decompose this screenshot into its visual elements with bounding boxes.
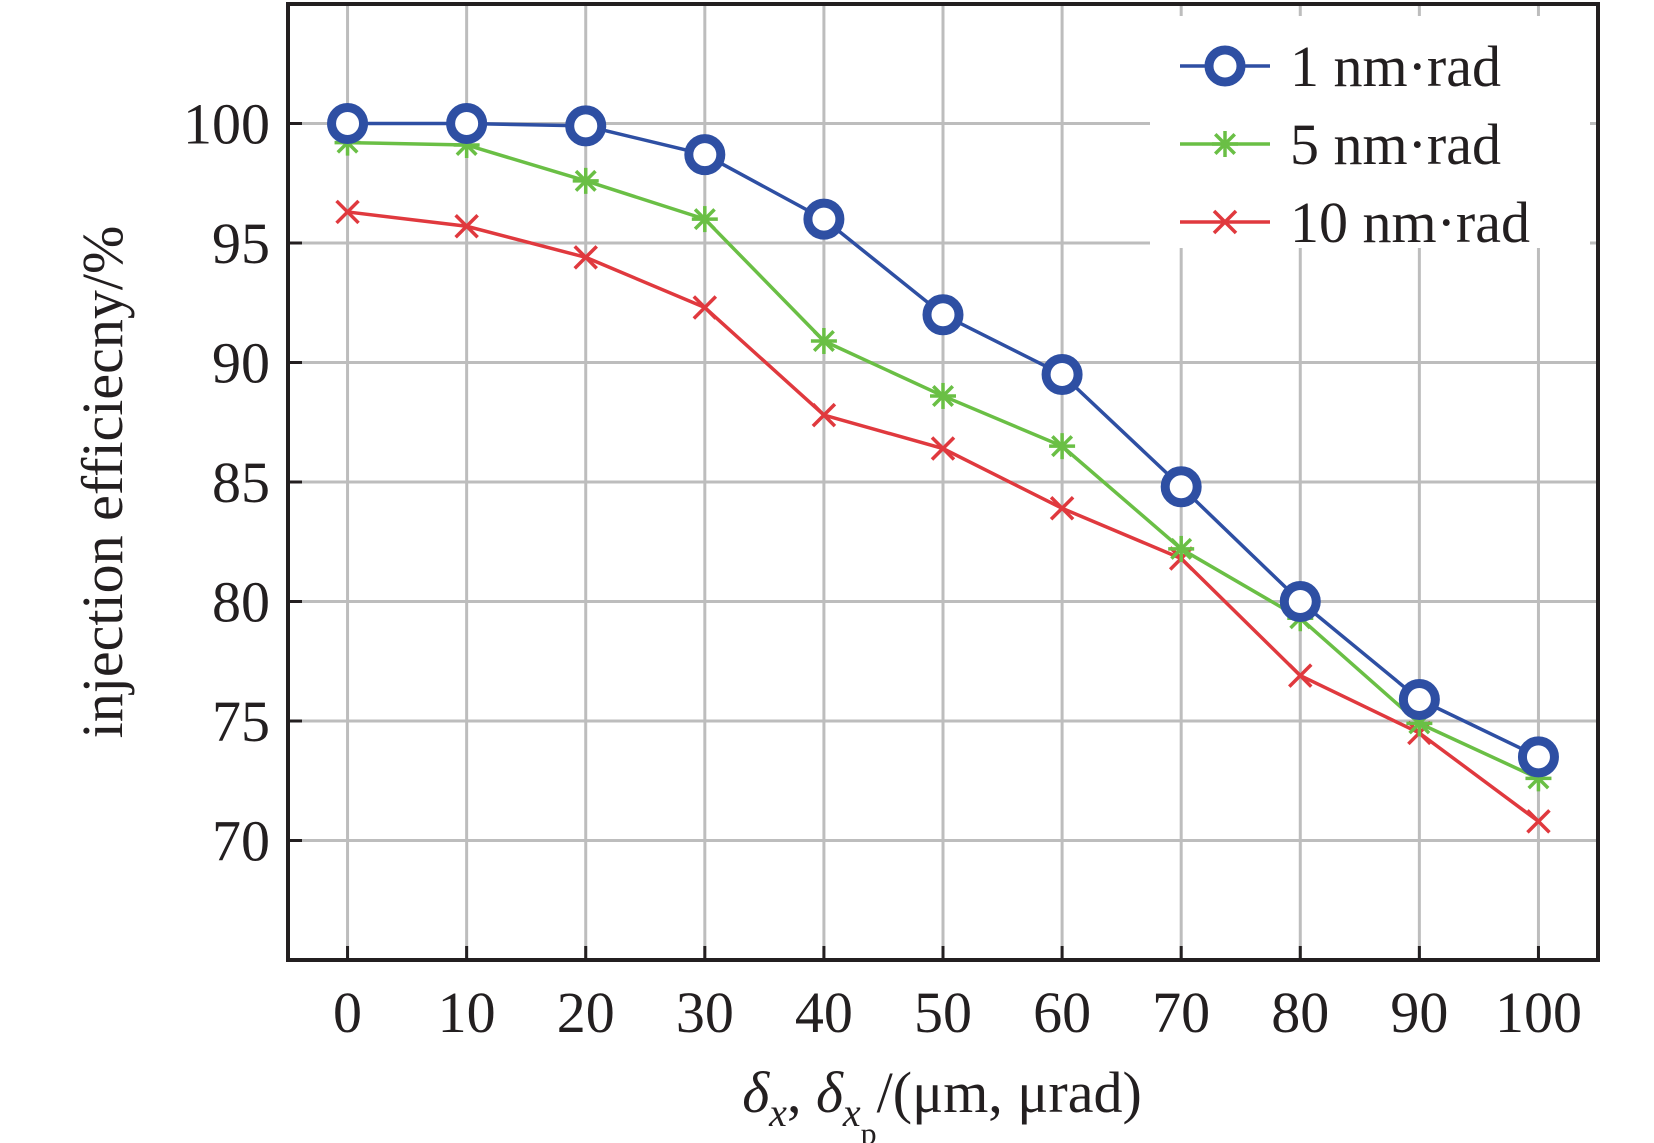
y-tick-label: 70 (212, 809, 270, 874)
x-axis-title-units: /(μm, μrad) (877, 1060, 1142, 1125)
x-tick-label: 50 (914, 980, 972, 1045)
data-point (692, 295, 718, 320)
data-point (930, 436, 956, 461)
x-axis-title-delta-1: δ (742, 1060, 770, 1125)
data-point (335, 199, 360, 225)
y-tick-label: 75 (212, 689, 270, 754)
data-point (565, 105, 607, 147)
x-axis-title-comma: , (787, 1060, 816, 1125)
data-point (1279, 581, 1321, 622)
legend-item: 10 nm·rad (1180, 190, 1530, 255)
data-point (922, 294, 964, 336)
legend-label: 1 nm·rad (1290, 34, 1501, 99)
legend: 1 nm·rad 5 nm·rad 10 nm·rad (1150, 16, 1590, 255)
x-tick-label: 10 (438, 980, 496, 1045)
data-point (691, 206, 718, 233)
data-point (446, 103, 488, 144)
y-tick-label: 80 (212, 570, 270, 635)
x-axis-title-sub-x: x (768, 1090, 787, 1135)
data-point (1041, 353, 1083, 395)
data-point (1049, 496, 1075, 521)
series-1 (327, 103, 1559, 778)
x-tick-label: 30 (676, 980, 734, 1045)
legend-label: 10 nm·rad (1290, 190, 1530, 255)
y-axis-title: injection efficiecny/% (70, 226, 135, 739)
data-point (1168, 535, 1195, 562)
data-point (811, 402, 837, 428)
x-tick-label: 100 (1495, 980, 1582, 1045)
y-tick-label: 95 (212, 211, 270, 276)
y-tick-label: 85 (212, 450, 270, 515)
x-tick-label: 80 (1271, 980, 1329, 1045)
data-point (803, 198, 845, 240)
y-tick-label: 100 (183, 92, 270, 157)
x-tick-label: 60 (1033, 980, 1091, 1045)
x-axis-title-delta-2: δ (816, 1060, 844, 1125)
x-tick-label: 40 (795, 980, 853, 1045)
data-point (572, 167, 599, 194)
x-axis-title-sub-p: p (861, 1115, 877, 1143)
legend-swatch-marker (1212, 209, 1238, 235)
data-point (327, 103, 369, 144)
legend-item: 5 nm·rad (1180, 112, 1501, 177)
data-point (1160, 466, 1202, 508)
data-point (684, 134, 726, 176)
data-point (1398, 678, 1440, 720)
x-axis-title: δx, δxp/(μm, μrad) (742, 1060, 1142, 1143)
x-tick-label: 70 (1152, 980, 1210, 1045)
axis-ticks: 0 10 20 30 40 50 60 70 80 90 100 70 75 80 85 90 95 100 (183, 92, 1582, 1046)
x-tick-label: 90 (1390, 980, 1448, 1045)
data-point (1517, 736, 1559, 778)
data-point (1526, 809, 1551, 834)
data-point (1288, 663, 1313, 688)
data-point (810, 327, 837, 354)
data-point (930, 382, 956, 409)
legend-swatch-marker (1212, 131, 1238, 157)
y-tick-label: 90 (212, 331, 270, 396)
legend-item: 1 nm·rad (1180, 34, 1501, 99)
x-axis-title-sub-x-2: x (842, 1090, 861, 1135)
x-tick-label: 0 (333, 980, 362, 1045)
legend-label: 5 nm·rad (1290, 112, 1501, 177)
series-group (327, 103, 1559, 834)
data-point (454, 214, 479, 239)
legend-swatch-marker (1204, 45, 1246, 87)
series-3 (335, 199, 1551, 834)
data-point (573, 245, 598, 270)
x-tick-label: 20 (557, 980, 615, 1045)
data-point (1049, 433, 1076, 460)
